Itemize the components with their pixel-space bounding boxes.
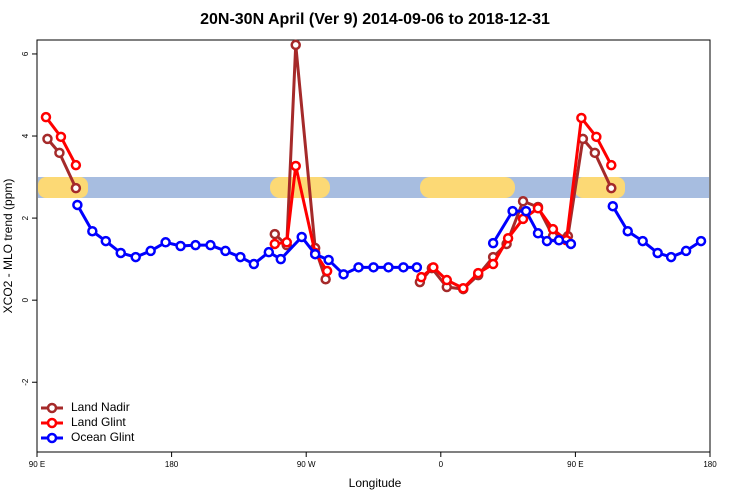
data-point — [652, 247, 663, 259]
data-point — [100, 235, 112, 247]
x-axis-label: Longitude — [349, 476, 402, 490]
data-point — [323, 254, 334, 266]
data-point — [589, 147, 601, 159]
x-tick-label: 90 W — [297, 460, 316, 469]
data-point — [665, 251, 677, 263]
data-point — [622, 225, 633, 237]
data-point — [541, 235, 553, 247]
data-point — [160, 237, 171, 248]
data-point — [70, 159, 82, 171]
data-point — [235, 251, 246, 263]
data-point — [591, 131, 602, 143]
data-point — [248, 258, 260, 270]
legend-marker — [46, 432, 58, 444]
data-point — [70, 182, 82, 194]
data-point — [269, 228, 281, 240]
data-point — [115, 247, 127, 259]
data-point — [532, 202, 544, 214]
data-point — [55, 131, 67, 143]
y-tick-label: 2 — [21, 215, 30, 220]
data-point — [441, 274, 453, 286]
data-point — [263, 246, 275, 258]
data-point — [507, 205, 518, 217]
chart-title: 20N-30N April (Ver 9) 2014-09-06 to 2018… — [200, 11, 550, 28]
data-point — [398, 262, 409, 273]
x-tick-label: 0 — [439, 460, 444, 469]
data-point — [517, 196, 529, 207]
y-tick-label: 4 — [21, 133, 30, 138]
data-point — [695, 235, 707, 247]
data-point — [532, 228, 544, 239]
data-point — [175, 240, 186, 252]
y-tick-label: -2 — [21, 378, 30, 386]
data-point — [72, 199, 83, 211]
legend-label: Land Glint — [71, 415, 126, 429]
plot-frame — [36, 39, 711, 453]
data-point — [487, 258, 499, 270]
data-point — [607, 200, 619, 212]
legend-label: Ocean Glint — [71, 430, 135, 444]
data-point — [487, 237, 499, 249]
legend-marker — [46, 402, 58, 414]
data-point — [87, 225, 98, 237]
data-point — [309, 248, 321, 260]
data-point — [428, 262, 439, 273]
data-point — [320, 273, 331, 285]
data-point — [502, 232, 514, 244]
data-point — [205, 239, 216, 251]
legend-label: Land Nadir — [71, 400, 130, 414]
data-point — [565, 238, 577, 250]
data-point — [411, 262, 423, 273]
data-point — [275, 253, 287, 265]
data-point — [606, 159, 617, 171]
data-point — [40, 111, 52, 123]
data-point — [383, 262, 394, 273]
x-tick-label: 90 E — [29, 460, 45, 469]
data-point — [42, 133, 53, 145]
x-tick-label: 90 E — [567, 460, 583, 469]
data-point — [220, 245, 231, 257]
y-axis-label: XCO2 - MLO trend (ppm) — [1, 179, 15, 314]
series-line — [46, 43, 613, 291]
data-point — [416, 271, 427, 283]
data-point — [472, 267, 484, 279]
data-point — [680, 245, 692, 257]
data-point — [290, 39, 301, 51]
map-strip — [38, 177, 709, 198]
data-point — [606, 182, 617, 194]
data-point — [368, 262, 379, 273]
data-point — [553, 235, 565, 246]
y-tick-label: 0 — [21, 297, 30, 302]
data-point — [576, 112, 587, 124]
data-point — [353, 262, 364, 273]
data-point — [190, 239, 201, 251]
x-tick-label: 180 — [165, 460, 179, 469]
data-point — [457, 283, 469, 294]
data-point — [520, 205, 532, 217]
x-tick-label: 180 — [703, 460, 717, 469]
data-point — [321, 265, 333, 277]
data-point — [290, 160, 301, 172]
data-point — [130, 251, 141, 263]
data-point — [269, 238, 281, 250]
data-point — [281, 237, 293, 248]
data-point — [547, 223, 559, 235]
legend-marker — [46, 417, 58, 429]
data-point — [338, 269, 349, 280]
data-point — [296, 231, 307, 243]
data-point — [637, 235, 648, 247]
data-point — [145, 245, 156, 257]
y-tick-label: 6 — [21, 51, 30, 56]
data-point — [54, 147, 65, 159]
